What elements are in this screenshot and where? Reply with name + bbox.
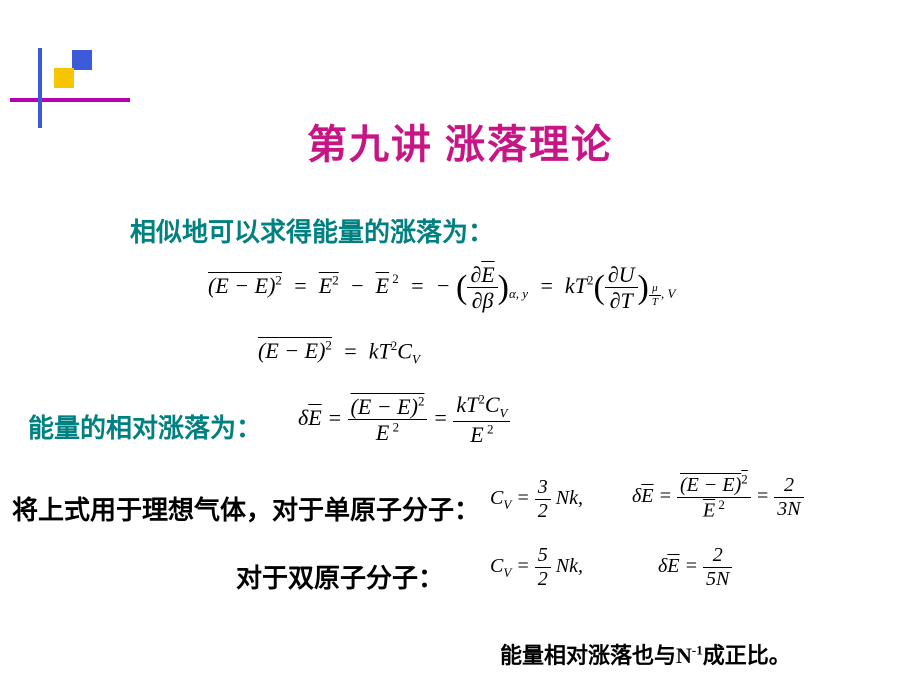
equation-delta-e-diatomic: δE = 2 5N	[658, 544, 732, 591]
equation-cv-diatomic: CV = 5 2 Nk,	[490, 544, 583, 591]
text-footer-proportional: 能量相对涨落也与N-1成正比。	[500, 638, 791, 670]
text-ideal-gas-monatomic: 将上式用于理想气体，对于单原子分子：	[12, 490, 480, 527]
equation-cv-monatomic: CV = 3 2 Nk,	[490, 476, 583, 523]
slide-title: 第九讲 涨落理论	[0, 112, 920, 170]
equation-relative-fluctuation: δE = (E − E)2 E 2 = kT2CV E 2	[298, 392, 510, 448]
equation-delta-e-monatomic: δE = (E − E)2 E 2 = 2 3N	[632, 472, 804, 522]
text-energy-fluctuation-intro: 相似地可以求得能量的涨落为：	[130, 212, 494, 249]
equation-energy-variance-cv: (E − E)2 = kT2CV	[258, 338, 420, 368]
text-relative-fluctuation: 能量的相对涨落为：	[28, 408, 262, 445]
text-diatomic: 对于双原子分子：	[236, 558, 444, 595]
equation-energy-variance: (E − E)2 = E2 − E 2 = − ( ∂E ∂β )α, y = …	[208, 262, 675, 314]
